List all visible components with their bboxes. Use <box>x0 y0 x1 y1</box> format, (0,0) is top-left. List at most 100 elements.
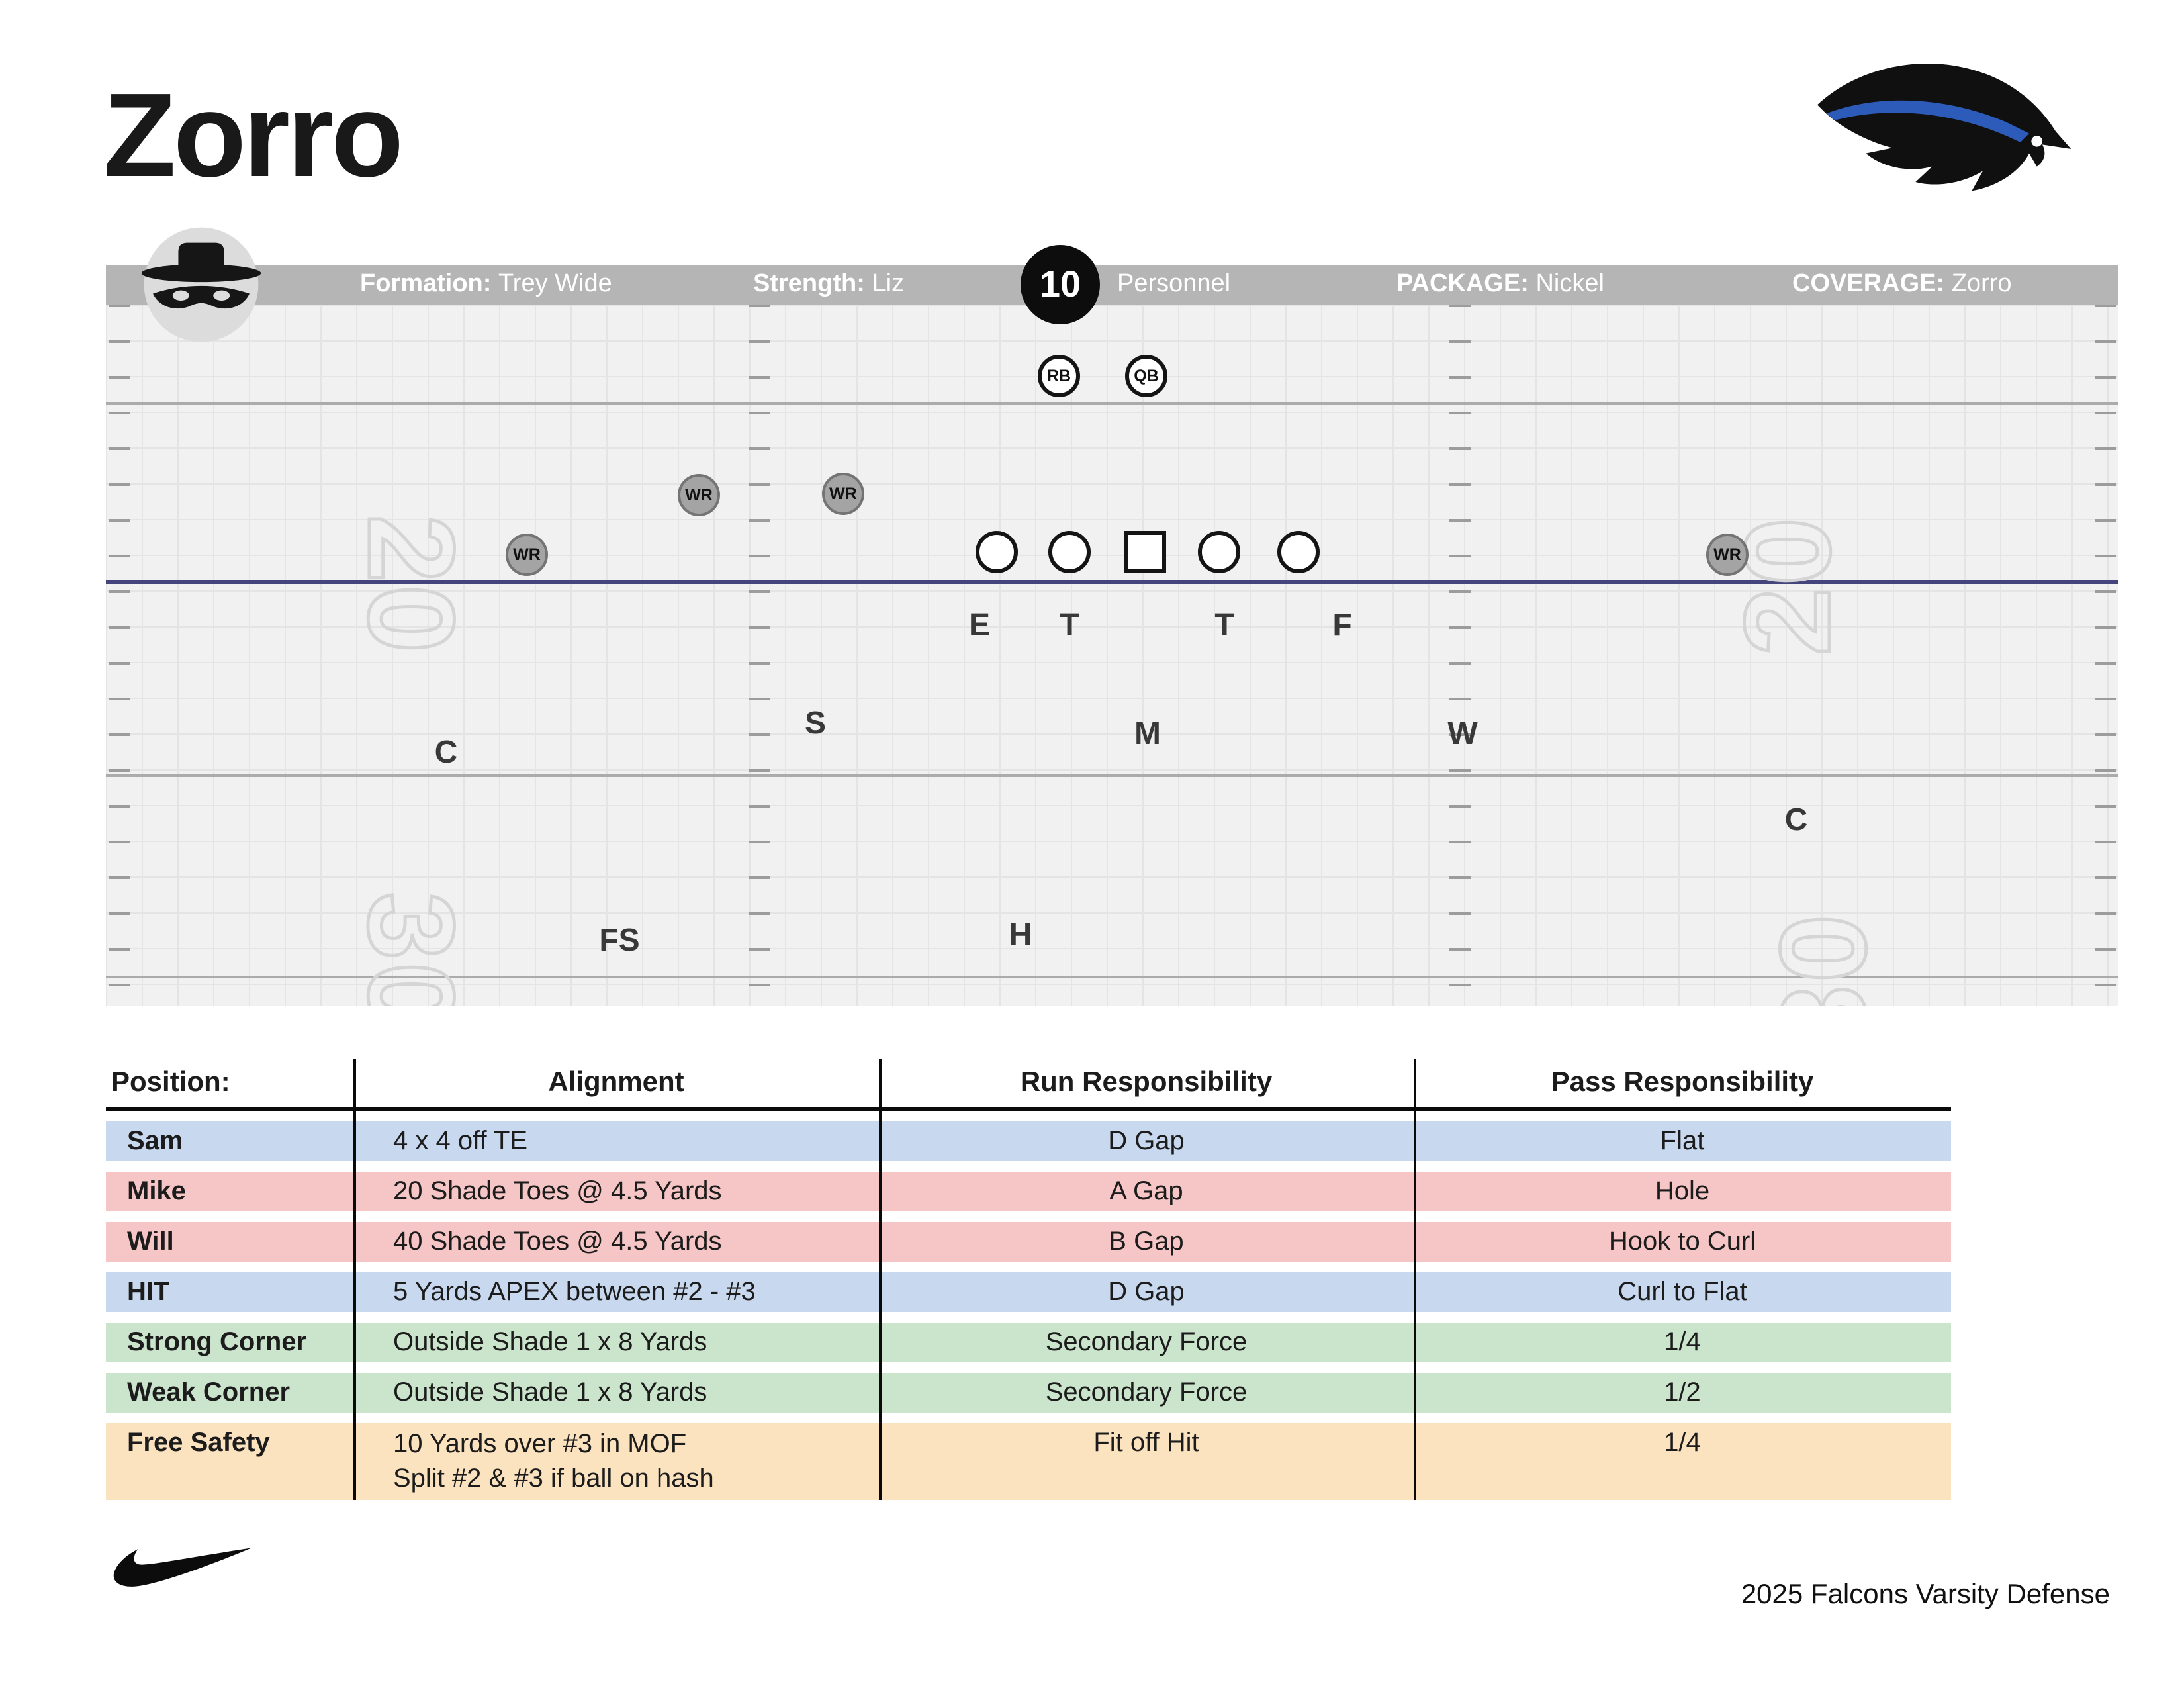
header-run-responsibility: Run Responsibility <box>1020 1067 1273 1098</box>
strength-field: Strength: Liz <box>753 265 904 305</box>
hash-marks <box>109 305 130 1006</box>
defender-sam: S <box>804 706 827 741</box>
cell-alignment: 4 x 4 off TE <box>393 1127 528 1156</box>
page-title: Zorro <box>103 70 404 203</box>
formation-label: Formation: <box>360 270 492 298</box>
assignments-table: Position: Alignment Run Responsibility P… <box>106 1059 1951 1500</box>
cell-position: Sam <box>127 1127 183 1156</box>
column-divider <box>879 1059 882 1500</box>
cell-alignment: 20 Shade Toes @ 4.5 Yards <box>393 1177 722 1206</box>
receiver-marker: WR <box>1706 534 1749 576</box>
cell-pass: 1/2 <box>1664 1378 1701 1407</box>
yard-line <box>106 774 2118 777</box>
cell-run: Secondary Force <box>1045 1378 1248 1407</box>
package-field: PACKAGE: Nickel <box>1396 265 1604 305</box>
coverage-field: COVERAGE: Zorro <box>1792 265 2012 305</box>
zorro-mask-icon <box>141 227 261 342</box>
cell-run: Fit off Hit <box>1093 1429 1199 1458</box>
personnel-badge: 10 <box>1021 245 1100 324</box>
strength-value: Liz <box>872 270 905 298</box>
cell-run: B Gap <box>1109 1227 1184 1256</box>
defender-corner-strong: C <box>434 735 458 771</box>
yard-line <box>106 976 2118 978</box>
receiver-marker: WR <box>822 473 864 515</box>
center-square <box>1124 531 1166 573</box>
cell-pass: 1/4 <box>1664 1429 1701 1458</box>
table-row: Weak Corner Outside Shade 1 x 8 Yards Se… <box>106 1373 1951 1413</box>
info-bar: Formation: Trey Wide Strength: Liz Perso… <box>106 265 2118 305</box>
nike-swoosh-icon <box>113 1548 251 1587</box>
cell-position: Mike <box>127 1177 186 1206</box>
cell-pass: Hook to Curl <box>1608 1227 1756 1256</box>
cell-pass: Curl to Flat <box>1617 1278 1747 1307</box>
column-divider <box>1414 1059 1416 1500</box>
defender-corner-weak: C <box>1784 802 1808 838</box>
cell-run: A Gap <box>1109 1177 1183 1206</box>
defender-falcon-end: F <box>1332 608 1352 643</box>
hash-marks <box>749 305 770 1006</box>
offensive-lineman-circle <box>1277 531 1320 573</box>
cell-position: Will <box>127 1227 174 1256</box>
table-row: Free Safety 10 Yards over #3 in MOF Spli… <box>106 1423 1951 1500</box>
alignment-line-2: Split #2 & #3 if ball on hash <box>393 1464 714 1493</box>
defender-end: E <box>968 608 991 643</box>
offensive-lineman-circle <box>976 531 1018 573</box>
field-diagram: 20 20 30 30 RB QB WR WR WR WR E T T F S … <box>106 305 2118 1006</box>
hash-marks <box>2095 305 2116 1006</box>
column-divider <box>353 1059 356 1500</box>
footer-credit: 2025 Falcons Varsity Defense <box>1741 1579 2110 1610</box>
table-row: Sam 4 x 4 off TE D Gap Flat <box>106 1121 1951 1161</box>
strength-label: Strength: <box>753 270 865 298</box>
cell-run: D Gap <box>1108 1127 1185 1156</box>
formation-value: Trey Wide <box>498 270 612 298</box>
defender-mike: M <box>1134 716 1161 752</box>
table-row: Will 40 Shade Toes @ 4.5 Yards B Gap Hoo… <box>106 1222 1951 1262</box>
header-position: Position: <box>111 1067 230 1098</box>
yard-line <box>106 402 2118 405</box>
running-back-marker: RB <box>1038 355 1080 397</box>
header-alignment: Alignment <box>548 1067 684 1098</box>
receiver-marker: WR <box>506 534 548 576</box>
cell-position: Strong Corner <box>127 1328 307 1357</box>
line-of-scrimmage <box>106 580 2118 584</box>
cell-pass: Flat <box>1660 1127 1705 1156</box>
defender-free-safety: FS <box>599 923 640 959</box>
cell-alignment: Outside Shade 1 x 8 Yards <box>393 1378 707 1407</box>
defender-will: W <box>1447 716 1478 752</box>
table-row: HIT 5 Yards APEX between #2 - #3 D Gap C… <box>106 1272 1951 1312</box>
offensive-lineman-circle <box>1198 531 1240 573</box>
cell-position: HIT <box>127 1278 170 1307</box>
yard-number: 30 <box>341 890 480 1006</box>
yard-number: 20 <box>1719 513 1858 657</box>
quarterback-marker: QB <box>1125 355 1167 397</box>
alignment-line-1: 10 Yards over #3 in MOF <box>393 1430 687 1459</box>
cell-alignment: 5 Yards APEX between #2 - #3 <box>393 1278 756 1307</box>
package-label: PACKAGE: <box>1396 270 1529 298</box>
package-value: Nickel <box>1535 270 1604 298</box>
cell-run: D Gap <box>1108 1278 1185 1307</box>
coverage-value: Zorro <box>1951 270 2012 298</box>
header-pass-responsibility: Pass Responsibility <box>1551 1067 1814 1098</box>
receiver-marker: WR <box>678 474 720 516</box>
cell-position: Weak Corner <box>127 1378 291 1407</box>
cell-alignment: 10 Yards over #3 in MOF Split #2 & #3 if… <box>353 1423 879 1500</box>
yard-number: 30 <box>1755 910 1893 1006</box>
offensive-lineman-circle <box>1048 531 1091 573</box>
formation-field: Formation: Trey Wide <box>360 265 612 305</box>
coverage-label: COVERAGE: <box>1792 270 1945 298</box>
table-row: Mike 20 Shade Toes @ 4.5 Yards A Gap Hol… <box>106 1172 1951 1211</box>
cell-alignment: Outside Shade 1 x 8 Yards <box>393 1328 707 1357</box>
personnel-label: Personnel <box>1117 270 1231 298</box>
cell-pass: Hole <box>1655 1177 1710 1206</box>
cell-alignment: 40 Shade Toes @ 4.5 Yards <box>393 1227 722 1256</box>
table-header-row: Position: Alignment Run Responsibility P… <box>106 1059 1951 1111</box>
defender-tackle-weak: T <box>1214 608 1234 643</box>
cell-run: Secondary Force <box>1045 1328 1248 1357</box>
yard-number: 20 <box>341 513 480 657</box>
defender-hit: H <box>1009 917 1032 953</box>
defender-tackle-strong: T <box>1060 608 1079 643</box>
table-row: Strong Corner Outside Shade 1 x 8 Yards … <box>106 1323 1951 1362</box>
cell-position: Free Safety <box>127 1429 270 1458</box>
